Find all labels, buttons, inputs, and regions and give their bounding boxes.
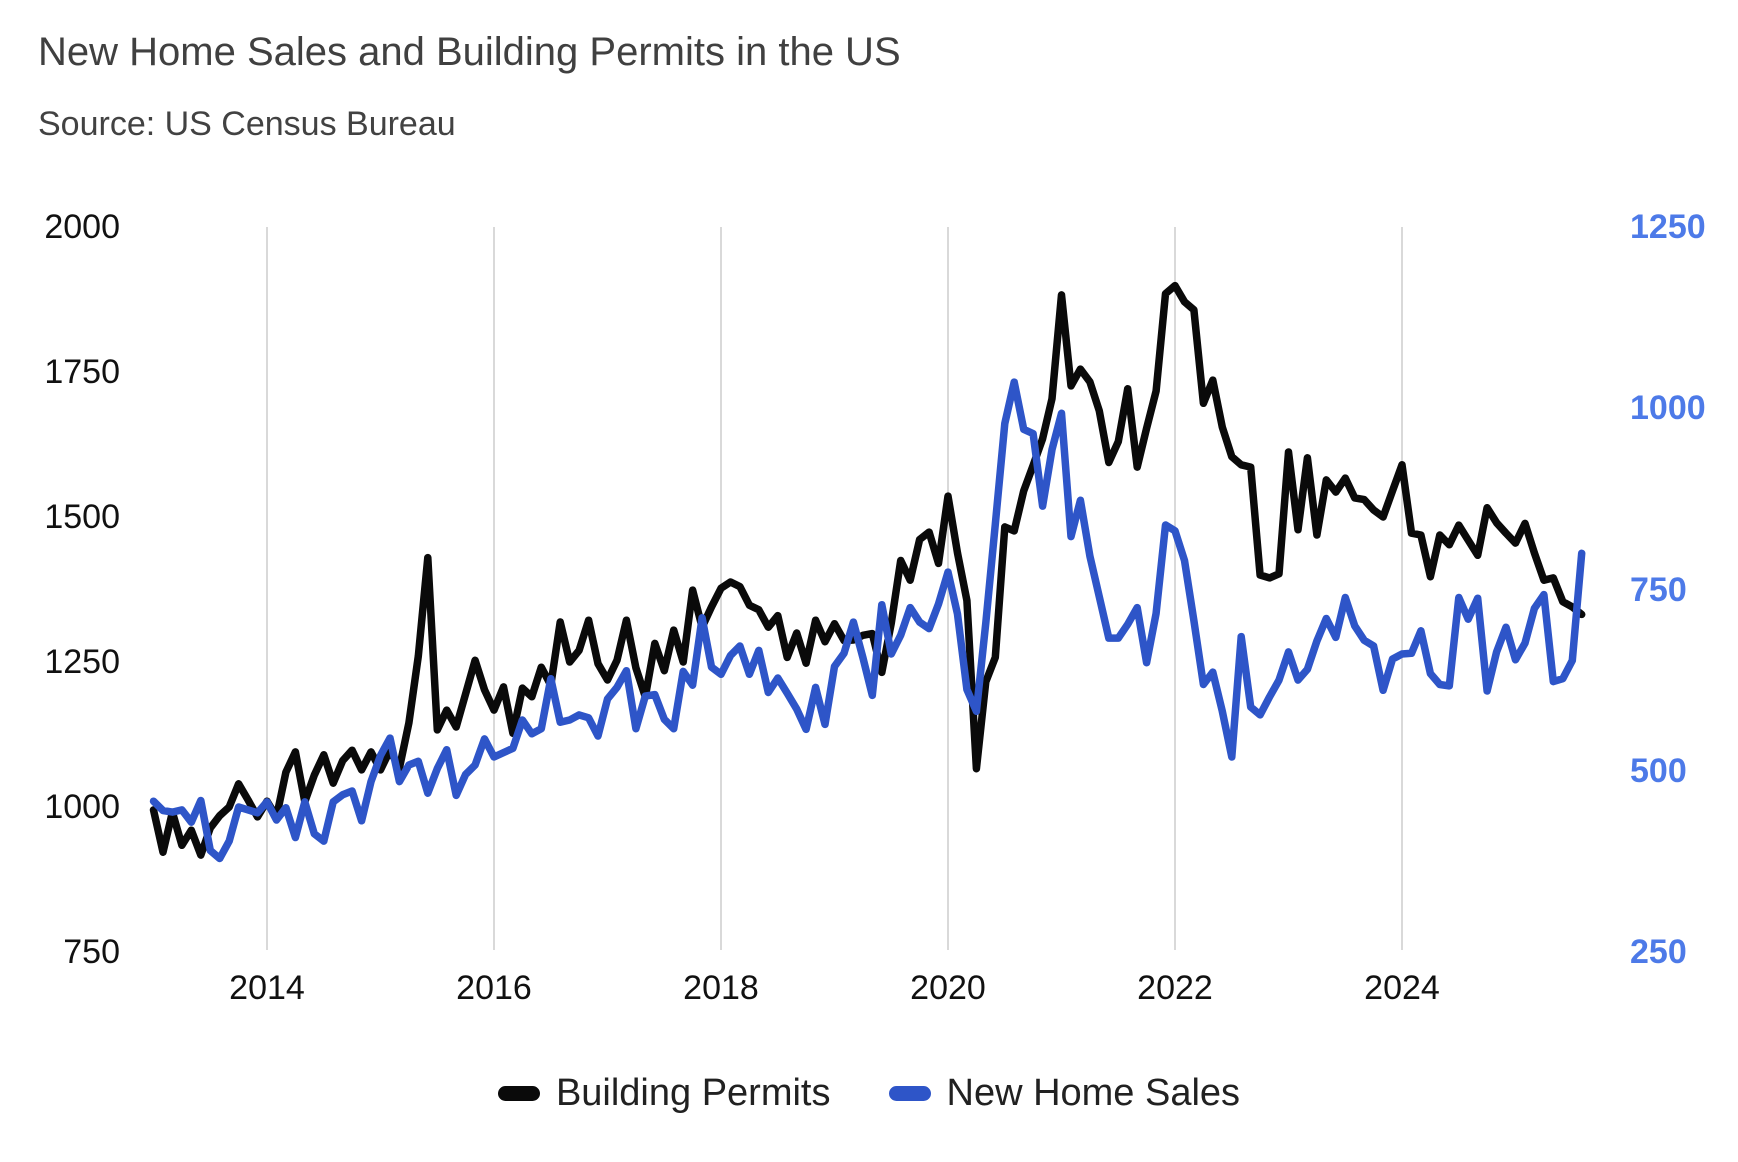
y-axis-right-tick-1000: 1000 <box>1630 389 1706 428</box>
new-home-sales-line <box>149 378 1586 863</box>
chart-title: New Home Sales and Building Permits in t… <box>38 30 901 74</box>
y-axis-right-tick-750: 750 <box>1630 570 1687 609</box>
chart-subtitle: Source: US Census Bureau <box>38 105 456 143</box>
x-axis-tick-2022: 2022 <box>1137 969 1213 1007</box>
legend-item-new-home-sales: New Home Sales <box>888 1072 1241 1115</box>
x-axis-tick-2014: 2014 <box>229 969 305 1007</box>
y-axis-left-tick-1500: 1500 <box>44 498 120 536</box>
x-axis-tick-2024: 2024 <box>1364 969 1440 1007</box>
y-axis-left-tick-1750: 1750 <box>44 353 120 391</box>
x-axis-tick-2020: 2020 <box>910 969 986 1007</box>
y-axis-right-tick-250: 250 <box>1630 933 1687 971</box>
y-axis-right-tick-500: 500 <box>1630 751 1687 790</box>
y-axis-left-tick-750: 750 <box>63 933 120 971</box>
x-axis-tick-2016: 2016 <box>456 969 532 1007</box>
y-axis-left-tick-2000: 2000 <box>44 208 120 246</box>
legend-item-building-permits: Building Permits <box>497 1072 831 1115</box>
building-permits-swatch <box>497 1086 540 1101</box>
building-permits-line <box>149 281 1586 859</box>
new-home-sales-legend-label: New Home Sales <box>946 1072 1241 1114</box>
new-home-sales-swatch <box>888 1086 931 1101</box>
building-permits-legend-label: Building Permits <box>555 1072 831 1114</box>
x-axis-tick-2018: 2018 <box>683 969 759 1007</box>
y-axis-left-tick-1250: 1250 <box>44 643 120 681</box>
y-axis-right-tick-1250: 1250 <box>1630 208 1706 246</box>
y-axis-left-tick-1000: 1000 <box>44 788 120 826</box>
legend: Building Permits New Home Sales <box>0 1072 1738 1115</box>
